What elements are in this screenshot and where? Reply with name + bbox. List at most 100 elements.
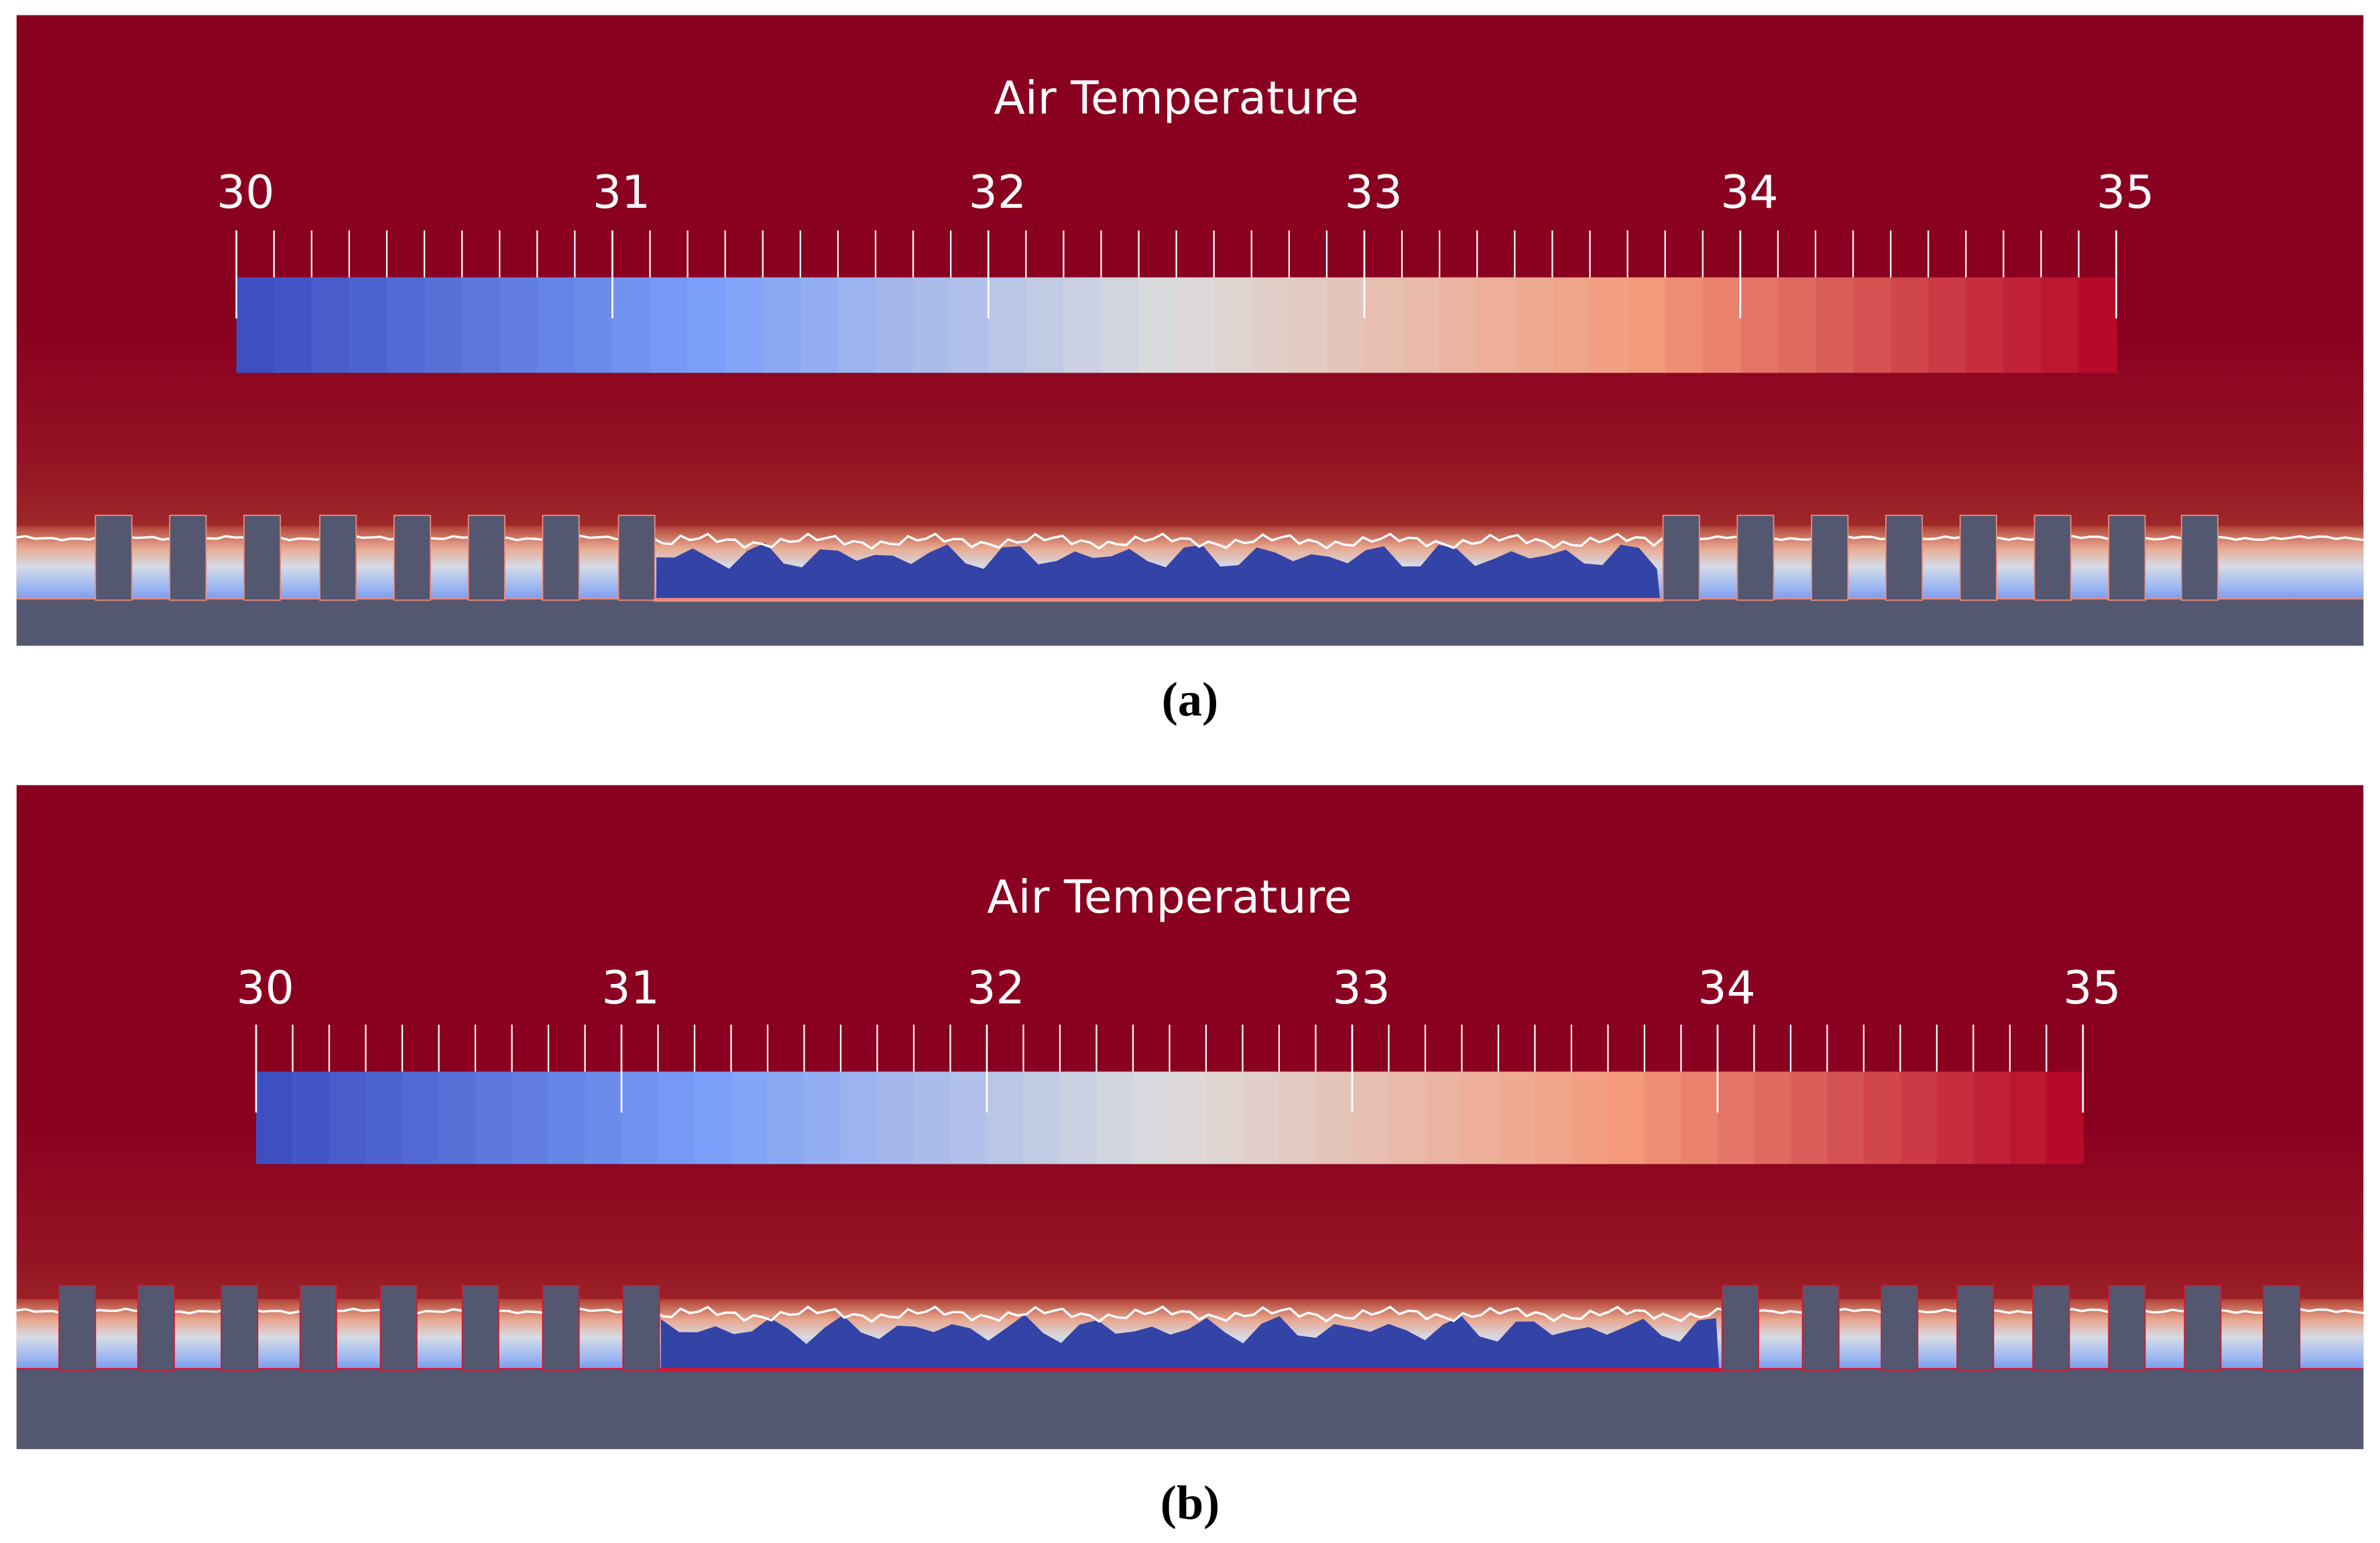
colorbar-band [274,277,312,373]
colorbar-band [725,277,764,373]
colorbar-tick-label: 32 [969,166,1026,219]
colorbar-band [988,277,1027,373]
colorbar-tick-label: 35 [2096,166,2154,219]
colorbar-band [386,277,426,373]
building [299,1284,337,1371]
building [461,1284,499,1371]
building-block [658,1368,1722,1372]
colorbar-band [1352,1071,1390,1164]
colorbar-band [986,1071,1024,1164]
building [2184,1284,2222,1371]
colorbar-band [2041,277,2080,373]
colorbar-band [1096,1071,1134,1164]
colorbar-band [695,1071,732,1164]
panel: 30 31 32 33 34 35 Air Temperature [16,785,2364,1449]
colorbar-band [1535,1071,1573,1164]
colorbar-band [1242,1071,1281,1164]
colorbar-band [800,277,839,373]
building [1956,1284,1995,1371]
colorbar-tick-label: 35 [2063,961,2121,1014]
colorbar-band [1023,1071,1061,1164]
panel: 30 31 32 33 34 35 Air Temperature [16,15,2364,646]
colorbar-band [1827,1071,1865,1164]
colorbar-band [951,277,990,373]
building [2108,514,2146,601]
colorbar-band [311,277,351,373]
building [393,514,431,601]
building [467,514,505,601]
colorbar-band [475,1071,513,1164]
colorbar-band [2046,1071,2084,1164]
building [1801,1284,1840,1371]
colorbar-band [1608,1071,1646,1164]
building [169,514,207,601]
colorbar-band [762,277,801,373]
colorbar-tick-label: 31 [593,166,650,219]
colorbar-tick-label: 30 [236,961,294,1014]
colorbar-band [840,1071,878,1164]
colorbar-tick-label: 30 [217,166,274,219]
colorbar-band [1590,277,1628,373]
colorbar-tick-label: 33 [1332,961,1390,1014]
colorbar-band [2009,1071,2047,1164]
colorbar-band [2003,277,2042,373]
colorbar-band [1816,277,1854,373]
colorbar-band [1388,1071,1427,1164]
building [2180,514,2219,601]
building [1959,514,1997,601]
colorbar-band [1278,1071,1317,1164]
colorbar-band [1439,277,1478,373]
colorbar-band [1132,1071,1171,1164]
building [1721,1284,1759,1371]
building [1885,514,1923,601]
cold-region [660,1314,1720,1369]
colorbar-band [1853,277,1892,373]
colorbar-band [349,277,388,373]
building [2033,514,2072,601]
building [622,1284,660,1371]
colorbar-band [1498,1071,1536,1164]
ground [16,1368,2364,1449]
colorbar-band [1900,1071,1938,1164]
building [95,514,133,601]
colorbar-band [424,277,463,373]
colorbar-band [1169,1071,1207,1164]
colorbar-band [731,1071,769,1164]
colorbar-band [913,1071,951,1164]
colorbar-band [687,277,726,373]
colorbar-band [1402,277,1441,373]
colorbar-band [236,277,275,373]
colorbar-band [768,1071,805,1164]
cold-region [656,542,1661,599]
colorbar-tick-label: 32 [967,961,1024,1014]
colorbar-band [1627,277,1666,373]
panel-caption: (a) [1162,672,1218,726]
colorbar-band [438,1071,477,1164]
colorbar-band [876,277,914,373]
building [221,1284,259,1371]
building [542,514,580,601]
building [1881,1284,1919,1371]
colorbar-band [329,1071,367,1164]
colorbar-band [1790,1071,1828,1164]
colorbar-title: Air Temperature [994,72,1358,125]
colorbar-band [2078,277,2117,373]
ground [16,599,2364,646]
colorbar-band [1315,1071,1354,1164]
colorbar-band [1205,1071,1244,1164]
building [1811,514,1849,601]
colorbar-band [1176,277,1215,373]
colorbar-band [1326,277,1366,373]
colorbar-band [950,1071,988,1164]
colorbar-title: Air Temperature [987,870,1352,923]
colorbar-band [1289,277,1328,373]
building-block [653,599,1663,602]
colorbar-band [1063,277,1102,373]
colorbar-band [1026,277,1065,373]
colorbar-band [1462,1071,1500,1164]
colorbar-band [1891,277,1929,373]
colorbar-tick-label: 31 [601,961,659,1014]
colorbar-band [1863,1071,1901,1164]
colorbar-band [1702,277,1741,373]
colorbar-band [1364,277,1403,373]
